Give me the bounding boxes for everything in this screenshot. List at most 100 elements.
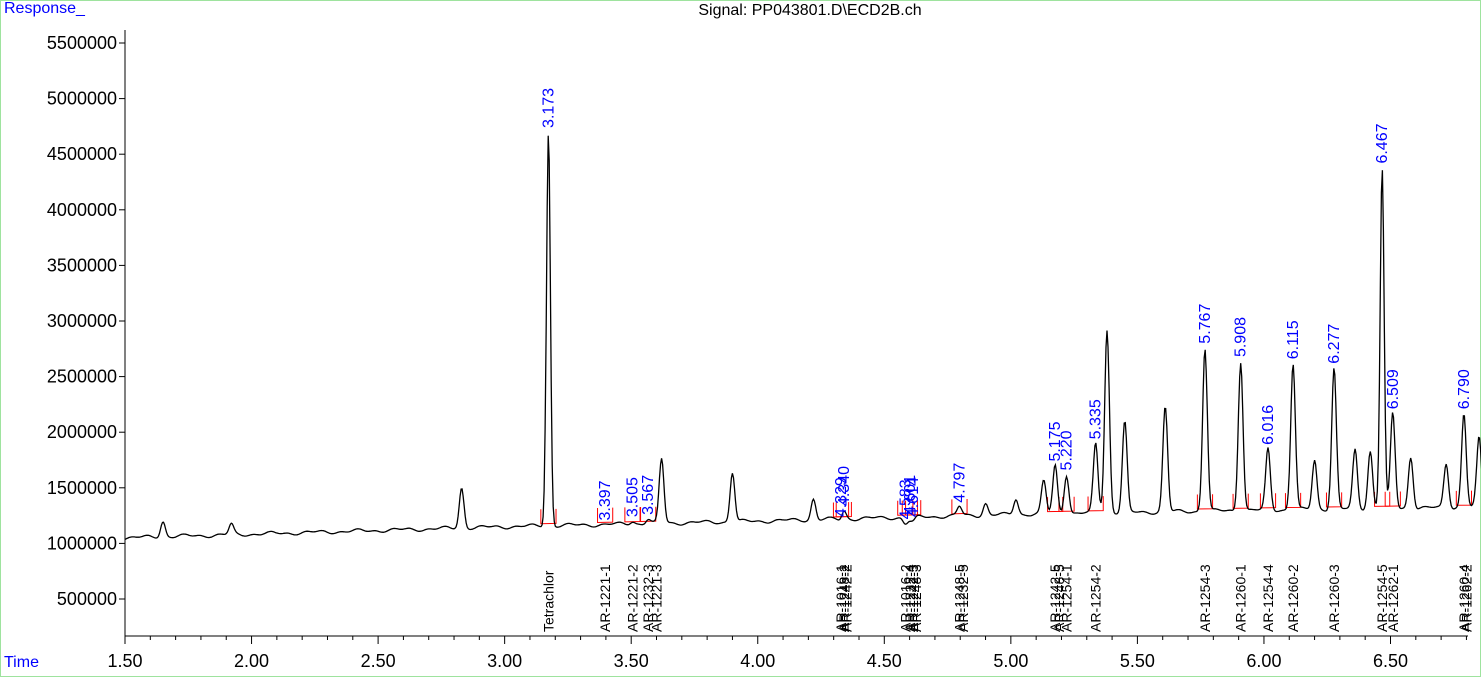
y-tick-label: 2500000 xyxy=(47,367,117,387)
integration-segment xyxy=(1232,493,1249,509)
y-tick-label: 5500000 xyxy=(47,33,117,53)
retention-time-label: 4.614 xyxy=(905,477,922,517)
retention-time-label: 4.797 xyxy=(951,463,968,503)
compound-label: AR-1254-3 xyxy=(1197,564,1213,632)
compound-label: AR-1248-3 xyxy=(908,564,924,632)
compound-label: AR-1254-4 xyxy=(1260,564,1276,632)
y-tick: 4000000 xyxy=(47,200,125,220)
retention-time-label: 5.767 xyxy=(1197,304,1214,344)
retention-time-label: 4.583 xyxy=(897,479,914,519)
integration-segment xyxy=(1259,493,1277,509)
y-tick-label: 4000000 xyxy=(47,200,117,220)
retention-time-label: 6.790 xyxy=(1456,369,1473,409)
chart-title: Signal: PP043801.D\ECD2B.ch xyxy=(698,2,922,19)
compound-label: AR-1242-5 xyxy=(1047,564,1063,632)
x-tick-label: 2.50 xyxy=(361,651,396,671)
compound-label: AR-1254-2 xyxy=(1088,564,1104,632)
y-axis-label: Response_ xyxy=(4,0,85,17)
x-tick-label: 5.00 xyxy=(993,651,1028,671)
y-tick: 3000000 xyxy=(47,311,125,331)
retention-time-label: 6.277 xyxy=(1326,324,1343,364)
retention-time-label: 4.340 xyxy=(836,466,853,506)
x-tick-label: 4.00 xyxy=(740,651,775,671)
retention-time-label: 6.509 xyxy=(1385,369,1402,409)
integration-segment xyxy=(1196,494,1214,510)
y-tick-label: 3500000 xyxy=(47,255,117,275)
compound-label: AR-1242-3 xyxy=(905,564,921,632)
y-tick: 3500000 xyxy=(47,255,125,275)
compound-label: AR-1260-4 xyxy=(1456,564,1472,632)
x-tick-label: 6.00 xyxy=(1246,651,1281,671)
y-tick: 4500000 xyxy=(47,144,125,164)
x-tick: 5.00 xyxy=(993,651,1028,671)
x-tick: 2.00 xyxy=(234,651,269,671)
y-tick: 5000000 xyxy=(47,89,125,109)
compound-label: AR-1260-3 xyxy=(1326,564,1342,632)
retention-time-label: 3.505 xyxy=(624,477,641,517)
retention-time-label: 5.335 xyxy=(1088,399,1105,439)
integration-segment xyxy=(624,507,641,523)
compound-label: AR-1232-5 xyxy=(955,564,971,632)
y-tick: 1000000 xyxy=(47,533,125,553)
signal-trace xyxy=(124,135,1481,540)
x-tick: 3.00 xyxy=(487,651,522,671)
x-tick: 6.00 xyxy=(1246,651,1281,671)
compound-label: Tetrachlor xyxy=(540,570,556,632)
integration-segment xyxy=(1384,491,1401,507)
compound-label: AR-1248-5 xyxy=(951,564,967,632)
compound-label: AR-1254-1 xyxy=(1059,564,1075,632)
retention-time-label: 6.115 xyxy=(1285,320,1302,359)
compound-label: AR-1242-2 xyxy=(838,564,854,632)
integration-segment xyxy=(951,498,968,515)
compound-label: AR-1221-1 xyxy=(597,564,613,632)
integration-segment xyxy=(835,502,852,518)
integration-segment xyxy=(1284,492,1302,509)
compound-label: AR-1016-1 xyxy=(833,564,849,632)
x-tick: 3.50 xyxy=(614,651,649,671)
integration-segment xyxy=(540,508,557,525)
compound-label: AR-1221-3 xyxy=(649,564,665,632)
integration-segment xyxy=(597,507,614,523)
x-tick: 1.50 xyxy=(107,651,142,671)
x-tick: 4.50 xyxy=(867,651,902,671)
retention-time-label: 6.467 xyxy=(1374,123,1391,163)
integration-segment xyxy=(1087,496,1104,512)
y-tick: 500000 xyxy=(57,589,125,609)
x-tick-label: 1.50 xyxy=(107,651,142,671)
compound-label: AR-1232-3 xyxy=(640,564,656,632)
retention-time-label: 3.397 xyxy=(597,480,614,520)
retention-time-label: 3.567 xyxy=(640,475,657,515)
integration-segment xyxy=(905,500,922,516)
retention-time-label: 5.220 xyxy=(1059,430,1076,470)
y-tick-label: 3000000 xyxy=(47,311,117,331)
compound-label: AR-1262-2 xyxy=(1458,564,1474,632)
y-tick-label: 5000000 xyxy=(47,89,117,109)
x-ticks: 1.50 2.00 2.50 3.00 3.50 4.00 4.50 5.00 5.50 6.00… xyxy=(107,636,1467,671)
integration-segment xyxy=(1325,492,1343,508)
y-ticks: 500000 1000000 1500000 2000000 2500000 300000… xyxy=(47,33,125,609)
compound-label: AR-1248-5 xyxy=(1051,564,1067,632)
y-tick-label: 1000000 xyxy=(47,533,117,553)
compound-label: AR-1254-5 xyxy=(1374,564,1390,632)
integration-segment xyxy=(640,506,657,523)
y-tick: 2500000 xyxy=(47,367,125,387)
compound-label: AR-1260-1 xyxy=(1233,564,1249,632)
integration-segment xyxy=(1455,490,1472,506)
compound-label: AR-1262-1 xyxy=(1385,564,1401,632)
retention-time-label: 5.908 xyxy=(1233,317,1250,357)
compound-label: AR-1260-2 xyxy=(1285,564,1301,632)
compound-label: AR-1221-2 xyxy=(624,564,640,632)
x-tick: 4.00 xyxy=(740,651,775,671)
x-tick-label: 3.00 xyxy=(487,651,522,671)
retention-time-label: 6.016 xyxy=(1260,405,1277,445)
retention-time-label: 5.175 xyxy=(1047,421,1064,461)
x-tick-label: 5.50 xyxy=(1120,651,1155,671)
y-tick-label: 2000000 xyxy=(47,422,117,442)
retention-time-label: 4.329 xyxy=(833,477,850,517)
y-tick: 1500000 xyxy=(47,478,125,498)
x-tick-label: 2.00 xyxy=(234,651,269,671)
y-tick-label: 4500000 xyxy=(47,144,117,164)
x-tick: 5.50 xyxy=(1120,651,1155,671)
